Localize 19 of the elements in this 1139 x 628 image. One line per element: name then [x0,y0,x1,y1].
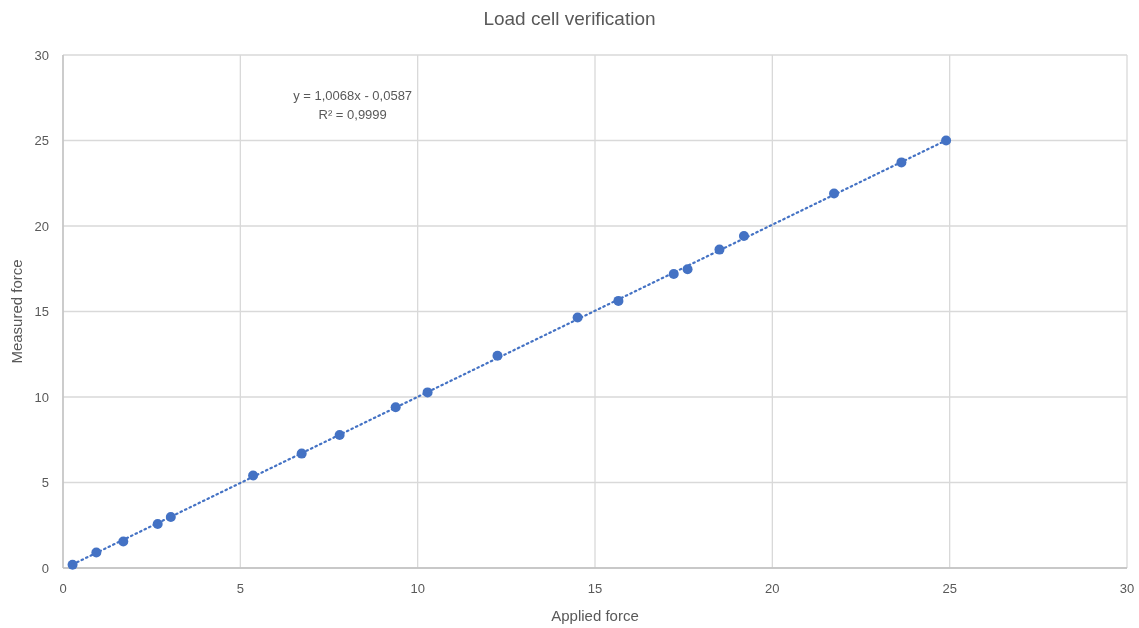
x-tick-label: 30 [1119,581,1135,596]
x-tick-label: 15 [587,581,603,596]
x-axis-title: Applied force [551,607,639,624]
x-tick-label: 0 [59,581,67,596]
y-tick-label: 25 [34,133,49,149]
y-axis-title: Measured force [8,259,25,364]
x-tick-label: 10 [410,581,425,596]
y-tick-label: 30 [34,47,49,63]
y-tick-label: 20 [34,218,49,234]
y-tick-label: 5 [41,475,49,491]
y-tick-label: 15 [34,304,49,320]
y-tick-label: 0 [41,560,49,576]
chart-title: Load cell verification [483,8,656,29]
x-tick-label: 25 [942,581,957,596]
x-tick-label: 5 [236,581,244,596]
x-tick-label: 20 [765,581,780,596]
annotation: R² = 0,9999 [318,107,387,122]
annotation: y = 1,0068x - 0,0587 [293,88,413,103]
y-tick-label: 10 [34,389,49,405]
